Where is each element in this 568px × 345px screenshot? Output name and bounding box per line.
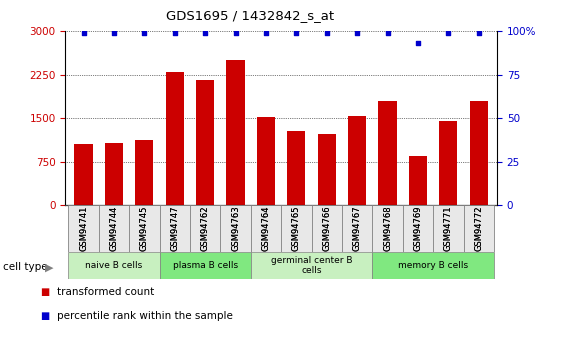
Text: memory B cells: memory B cells: [398, 261, 468, 270]
Text: ■: ■: [40, 311, 49, 321]
Text: GSM94772: GSM94772: [474, 205, 483, 251]
Text: GSM94744: GSM94744: [110, 205, 119, 251]
Text: GSM94765: GSM94765: [292, 205, 301, 251]
Bar: [99, 205, 129, 252]
Bar: [312, 205, 342, 252]
Text: GSM94766: GSM94766: [322, 205, 331, 251]
Text: germinal center B
cells: germinal center B cells: [271, 256, 352, 275]
Point: [79, 30, 88, 36]
Text: ■: ■: [40, 287, 49, 296]
Bar: [250, 252, 373, 279]
Text: GSM94747: GSM94747: [170, 205, 179, 251]
Text: GSM94767: GSM94767: [353, 205, 362, 251]
Bar: [220, 205, 250, 252]
Bar: [342, 205, 373, 252]
Bar: [373, 205, 403, 252]
Bar: [409, 156, 427, 205]
Point: [170, 30, 179, 36]
Text: GSM94769: GSM94769: [414, 205, 423, 251]
Bar: [74, 144, 93, 205]
Text: GSM94769: GSM94769: [414, 205, 423, 251]
Text: GSM94771: GSM94771: [444, 205, 453, 251]
Text: GSM94762: GSM94762: [201, 205, 210, 251]
Bar: [135, 140, 153, 205]
Point: [201, 30, 210, 36]
Bar: [257, 117, 275, 205]
Point: [140, 30, 149, 36]
Text: GSM94767: GSM94767: [353, 205, 362, 251]
Text: GSM94745: GSM94745: [140, 205, 149, 251]
Bar: [105, 142, 123, 205]
Text: GSM94772: GSM94772: [474, 205, 483, 251]
Bar: [68, 205, 99, 252]
Bar: [463, 205, 494, 252]
Text: GSM94768: GSM94768: [383, 205, 392, 251]
Point: [322, 30, 331, 36]
Bar: [196, 80, 214, 205]
Text: GSM94762: GSM94762: [201, 205, 210, 251]
Text: ▶: ▶: [45, 263, 54, 272]
Bar: [433, 205, 463, 252]
Text: GSM94764: GSM94764: [261, 205, 270, 251]
Bar: [68, 252, 160, 279]
Text: GSM94745: GSM94745: [140, 205, 149, 251]
Point: [231, 30, 240, 36]
Text: naive B cells: naive B cells: [85, 261, 143, 270]
Bar: [439, 121, 457, 205]
Bar: [129, 205, 160, 252]
Point: [444, 30, 453, 36]
Bar: [348, 116, 366, 205]
Text: GSM94763: GSM94763: [231, 205, 240, 251]
Point: [414, 40, 423, 46]
Text: GDS1695 / 1432842_s_at: GDS1695 / 1432842_s_at: [166, 9, 334, 22]
Text: GSM94765: GSM94765: [292, 205, 301, 251]
Text: percentile rank within the sample: percentile rank within the sample: [57, 311, 233, 321]
Bar: [166, 72, 184, 205]
Bar: [287, 131, 306, 205]
Text: GSM94766: GSM94766: [322, 205, 331, 251]
Bar: [403, 205, 433, 252]
Point: [474, 30, 483, 36]
Point: [383, 30, 392, 36]
Bar: [227, 60, 245, 205]
Bar: [160, 252, 250, 279]
Point: [261, 30, 270, 36]
Text: cell type: cell type: [3, 263, 48, 272]
Bar: [373, 252, 494, 279]
Text: GSM94771: GSM94771: [444, 205, 453, 251]
Bar: [250, 205, 281, 252]
Text: GSM94744: GSM94744: [110, 205, 119, 251]
Text: GSM94764: GSM94764: [261, 205, 270, 251]
Point: [292, 30, 301, 36]
Text: GSM94741: GSM94741: [79, 205, 88, 251]
Text: GSM94747: GSM94747: [170, 205, 179, 251]
Bar: [281, 205, 312, 252]
Text: GSM94768: GSM94768: [383, 205, 392, 251]
Bar: [318, 135, 336, 205]
Bar: [160, 205, 190, 252]
Bar: [470, 101, 488, 205]
Text: GSM94763: GSM94763: [231, 205, 240, 251]
Bar: [378, 101, 396, 205]
Point: [353, 30, 362, 36]
Text: plasma B cells: plasma B cells: [173, 261, 238, 270]
Text: GSM94741: GSM94741: [79, 205, 88, 251]
Text: transformed count: transformed count: [57, 287, 154, 296]
Point: [110, 30, 119, 36]
Bar: [190, 205, 220, 252]
